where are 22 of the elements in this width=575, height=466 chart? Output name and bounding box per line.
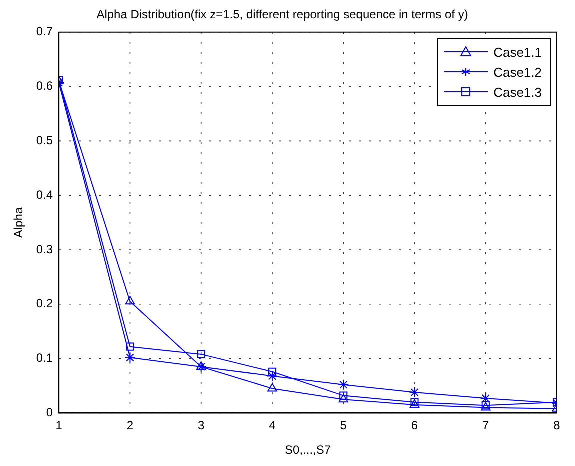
x-tick-label: 2 xyxy=(126,418,134,433)
y-tick-label: 0.4 xyxy=(36,188,54,202)
x-tick-label: 1 xyxy=(56,418,63,433)
legend-label: Case1.1 xyxy=(494,44,542,60)
y-tick-label: 0.3 xyxy=(36,242,54,256)
legend-label: Case1.2 xyxy=(494,64,542,80)
chart-title: Alpha Distribution(fix z=1.5, different reporting sequence in terms of y) xyxy=(96,8,468,22)
y-tick-label: 0 xyxy=(46,406,54,420)
x-tick-label: 8 xyxy=(554,418,561,433)
x-tick-label: 5 xyxy=(340,418,348,433)
y-tick-label: 0.5 xyxy=(36,134,54,148)
y-tick-label: 0.6 xyxy=(36,79,54,94)
x-axis-title: S0,...,S7 xyxy=(285,443,332,458)
x-tick-label: 4 xyxy=(269,418,276,433)
legend-label: Case1.3 xyxy=(494,84,542,100)
y-tick-label: 0.7 xyxy=(36,24,54,39)
y-tick-label: 0.2 xyxy=(36,296,54,311)
x-tick-label: 3 xyxy=(198,418,205,433)
x-tick-label: 7 xyxy=(482,418,490,433)
y-axis-title: Alpha xyxy=(12,207,26,238)
x-tick-label: 6 xyxy=(411,418,418,433)
y-tick-label: 0.1 xyxy=(36,351,54,366)
